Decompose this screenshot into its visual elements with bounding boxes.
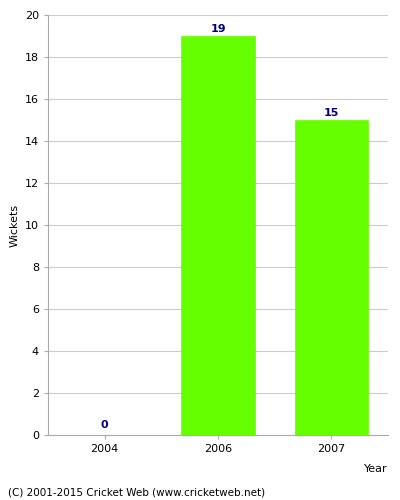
Text: Year: Year	[364, 464, 388, 474]
Text: 19: 19	[210, 24, 226, 34]
Text: 0: 0	[101, 420, 108, 430]
Y-axis label: Wickets: Wickets	[9, 204, 19, 246]
Text: 15: 15	[324, 108, 339, 118]
Bar	[181, 36, 255, 435]
Bar	[294, 120, 368, 435]
Text: (C) 2001-2015 Cricket Web (www.cricketweb.net): (C) 2001-2015 Cricket Web (www.cricketwe…	[8, 488, 265, 498]
